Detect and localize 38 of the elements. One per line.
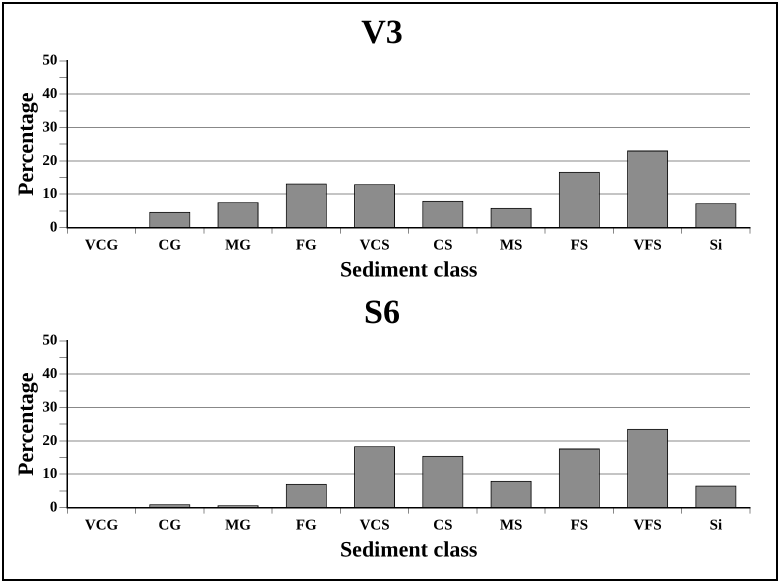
x-tick-label: MS xyxy=(500,517,522,534)
x-tick-label: VFS xyxy=(633,237,662,254)
y-tick-label: 20 xyxy=(42,152,58,169)
x-tick-label: CS xyxy=(433,517,452,534)
y-tick-label: 20 xyxy=(42,432,58,449)
x-tick-label: VFS xyxy=(633,517,662,534)
y-axis-title: Percentage xyxy=(12,92,38,196)
y-tick-label: 30 xyxy=(42,119,58,136)
x-tick-label: FS xyxy=(570,237,588,254)
y-tick-label: 50 xyxy=(42,52,58,69)
x-tick-label: MG xyxy=(225,517,252,534)
x-tick-label: VCG xyxy=(84,237,119,254)
x-tick-label: FS xyxy=(570,517,588,534)
chart-title: S6 xyxy=(364,294,400,332)
x-tick-label: CG xyxy=(158,517,182,534)
x-tick-label: FG xyxy=(296,237,318,254)
y-axis-title: Percentage xyxy=(12,372,38,476)
x-tick-label: MG xyxy=(225,237,252,254)
x-tick-label: VCS xyxy=(360,517,390,534)
y-tick-label: 50 xyxy=(42,332,58,349)
x-tick-label: CG xyxy=(158,237,182,254)
x-tick-label: Si xyxy=(710,517,722,534)
x-tick-label: FG xyxy=(296,517,318,534)
y-tick-label: 40 xyxy=(42,86,58,102)
x-tick-label: VCS xyxy=(360,237,390,254)
x-axis-title: Sediment class xyxy=(340,256,478,282)
chart-title: V3 xyxy=(361,14,403,52)
y-tick-label: 0 xyxy=(50,499,58,516)
x-tick-label: MS xyxy=(500,237,522,254)
y-tick-label: 0 xyxy=(50,219,58,236)
y-tick-label: 10 xyxy=(42,466,58,482)
y-tick-label: 10 xyxy=(42,186,58,202)
x-tick-label: Si xyxy=(710,237,722,254)
x-tick-label: VCG xyxy=(84,517,119,534)
x-axis-title: Sediment class xyxy=(340,536,478,562)
y-tick-label: 30 xyxy=(42,399,58,416)
y-tick-label: 40 xyxy=(42,366,58,382)
x-tick-label: CS xyxy=(433,237,452,254)
